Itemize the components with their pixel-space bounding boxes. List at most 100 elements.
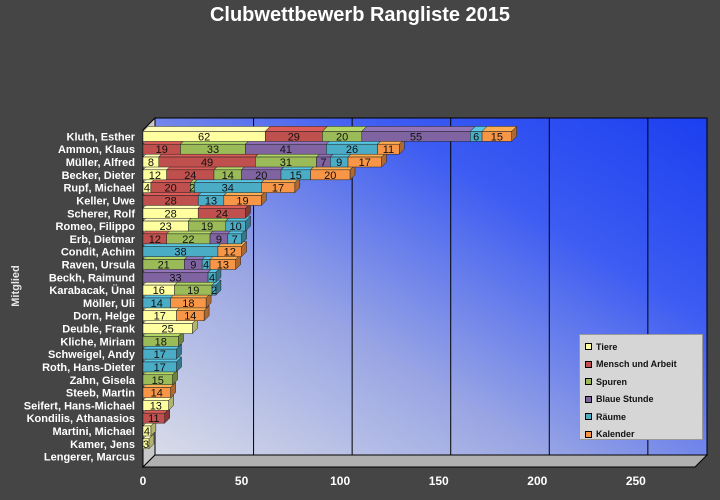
data-label: 62: [198, 131, 210, 143]
y-tick-label: Kamer, Jens: [70, 439, 135, 451]
x-tick-label: 200: [527, 474, 547, 488]
y-tick-label: Schweigel, Andy: [48, 349, 136, 361]
data-label: 23: [160, 221, 172, 233]
data-label: 12: [149, 170, 161, 182]
y-tick-label: Lengerer, Marcus: [44, 452, 135, 464]
bar-segment-spuren: [142, 374, 173, 385]
legend-entry: Mensch und Arbeit: [585, 356, 702, 374]
data-label: 20: [255, 170, 267, 182]
data-label: 4: [144, 183, 150, 195]
data-label: 28: [164, 208, 176, 220]
y-tick-label: Condit, Achim: [61, 247, 135, 259]
legend-swatch: [585, 360, 592, 368]
data-label: 16: [153, 285, 165, 297]
y-tick-label: Kondilis, Athanasios: [27, 413, 135, 425]
bar-segment-kalender: [481, 131, 512, 142]
y-tick-label: Kluth, Esther: [67, 131, 136, 143]
data-label: 9: [336, 157, 342, 169]
y-tick-label: Raven, Ursula: [62, 259, 136, 271]
data-label: 24: [184, 170, 196, 182]
legend-label: Spuren: [596, 376, 628, 387]
data-label: 4: [209, 272, 215, 284]
data-label: 24: [216, 208, 228, 220]
bar-segment-kalender: [223, 195, 262, 206]
data-label: 14: [222, 170, 234, 182]
data-label: 41: [280, 144, 292, 156]
legend-entry: Spuren: [585, 373, 702, 391]
bar-segment-kalender: [261, 182, 296, 193]
data-label: 33: [207, 144, 219, 156]
bar-segment-kalender: [347, 156, 382, 168]
legend-label: Tiere: [596, 341, 618, 352]
bar-segment-kalender: [377, 143, 400, 155]
data-label: 20: [164, 183, 176, 195]
y-tick-label: Steeb, Martin: [66, 388, 135, 400]
legend-entry: Blaue Stunde: [585, 391, 702, 409]
data-label: 17: [154, 349, 166, 361]
data-label: 15: [290, 170, 302, 182]
data-label: 22: [182, 234, 194, 246]
y-tick-label: Roth, Hans-Dieter: [42, 362, 136, 374]
data-label: 3: [143, 439, 149, 451]
bar-segment-mensch-und-arbeit: [142, 412, 165, 424]
data-label: 14: [151, 298, 163, 310]
data-label: 6: [473, 131, 479, 143]
legend-label: Blaue Stunde: [596, 394, 654, 405]
bar-segment-kalender: [209, 259, 236, 270]
data-label: 4: [203, 259, 209, 271]
data-label: 7: [232, 234, 238, 246]
y-tick-label: Dorn, Helge: [73, 311, 135, 323]
data-label: 26: [346, 144, 358, 156]
legend-swatch: [585, 413, 592, 421]
data-label: 19: [236, 195, 248, 207]
y-tick-label: Martini, Michael: [52, 426, 135, 438]
y-tick-label: Becker, Dieter: [62, 170, 136, 182]
data-label: 20: [324, 170, 336, 182]
data-label: 18: [182, 298, 194, 310]
data-label: 20: [336, 131, 348, 143]
legend-label: Kalender: [596, 429, 635, 440]
data-label: 19: [187, 285, 199, 297]
bar-segment-spuren: [142, 336, 179, 347]
bar-segment-räume: [227, 233, 242, 245]
data-label: 9: [190, 259, 196, 271]
bar-segment-kalender: [170, 297, 207, 309]
y-tick-label: Scherer, Rolf: [67, 208, 135, 220]
y-tick-label: Romeo, Filippo: [56, 221, 136, 233]
data-label: 21: [158, 259, 170, 271]
x-tick-label: 150: [429, 474, 449, 488]
legend-swatch: [585, 395, 592, 403]
bar-segment-räume: [211, 284, 217, 296]
legend-label: Mensch und Arbeit: [596, 359, 677, 370]
legend-entry: Kalender: [585, 426, 702, 444]
y-tick-label: Kliche, Miriam: [60, 336, 135, 348]
data-label: 15: [491, 131, 503, 143]
legend-swatch: [585, 343, 592, 351]
x-tick-label: 250: [626, 474, 646, 488]
y-tick-label: Seifert, Hans-Michael: [24, 400, 135, 412]
data-label: 11: [383, 144, 394, 156]
legend-entry: Räume: [585, 408, 702, 426]
y-tick-label: Ammon, Klaus: [58, 144, 135, 156]
data-label: 17: [359, 157, 371, 169]
legend-label: Räume: [596, 411, 627, 422]
data-label: 10: [230, 221, 242, 233]
bar-segment-räume: [225, 220, 246, 232]
data-label: 14: [184, 311, 196, 323]
data-label: 28: [164, 195, 176, 207]
data-label: 13: [205, 195, 217, 207]
y-tick-label: Keller, Uwe: [76, 195, 135, 207]
chart-title: Clubwettbewerb Rangliste 2015: [209, 4, 511, 26]
bar-segment-tiere: [142, 438, 150, 450]
bar-segment-tiere: [142, 323, 193, 334]
data-label: 11: [148, 413, 159, 425]
legend-swatch: [585, 430, 592, 438]
data-label: 2: [189, 183, 195, 195]
legend-swatch: [585, 378, 592, 386]
bar-segment-kalender: [310, 169, 351, 181]
data-label: 14: [151, 388, 163, 400]
data-label: 34: [222, 183, 234, 195]
data-label: 17: [154, 362, 166, 374]
x-tick-label: 0: [140, 474, 147, 488]
bar-segment-kalender: [142, 387, 171, 398]
